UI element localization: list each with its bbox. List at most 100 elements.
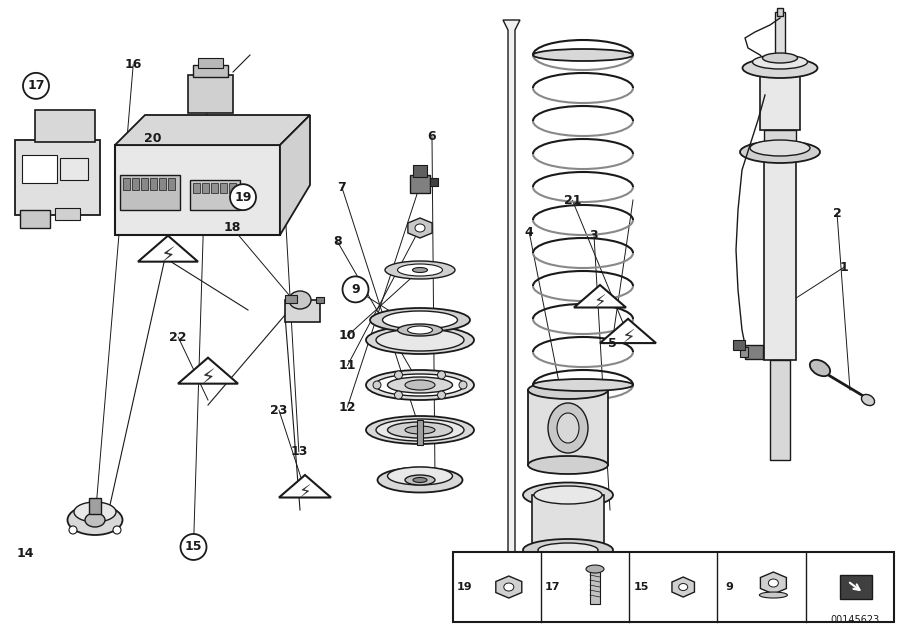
Ellipse shape xyxy=(68,505,122,535)
Bar xyxy=(229,183,236,193)
Bar xyxy=(202,183,209,193)
Circle shape xyxy=(23,73,49,99)
Ellipse shape xyxy=(412,268,427,272)
Polygon shape xyxy=(760,572,787,594)
Polygon shape xyxy=(600,319,656,343)
Ellipse shape xyxy=(366,416,474,444)
Bar xyxy=(764,130,796,145)
Text: 00145623: 00145623 xyxy=(831,615,880,625)
Polygon shape xyxy=(503,20,520,610)
Bar xyxy=(89,498,101,514)
Ellipse shape xyxy=(405,426,435,434)
Bar xyxy=(285,295,297,303)
Text: 16: 16 xyxy=(124,59,142,71)
Polygon shape xyxy=(408,218,432,238)
Bar xyxy=(123,178,130,190)
Text: 19: 19 xyxy=(457,582,472,592)
Text: 15: 15 xyxy=(184,541,202,553)
Ellipse shape xyxy=(534,486,602,504)
Text: ⚡: ⚡ xyxy=(201,368,215,388)
Bar xyxy=(115,145,280,235)
Ellipse shape xyxy=(750,140,810,156)
Bar xyxy=(740,347,748,357)
Bar xyxy=(141,178,148,190)
Bar xyxy=(777,8,783,16)
Bar xyxy=(22,155,57,183)
Ellipse shape xyxy=(85,513,105,527)
Bar xyxy=(168,178,175,190)
Ellipse shape xyxy=(366,326,474,354)
Ellipse shape xyxy=(533,379,633,391)
Ellipse shape xyxy=(375,374,465,396)
Ellipse shape xyxy=(388,467,453,485)
Ellipse shape xyxy=(538,543,598,557)
Bar xyxy=(211,183,218,193)
Text: 6: 6 xyxy=(428,130,436,143)
Text: 17: 17 xyxy=(27,80,45,92)
Ellipse shape xyxy=(533,49,633,61)
Text: 11: 11 xyxy=(338,359,356,372)
Circle shape xyxy=(181,534,206,560)
Bar xyxy=(20,210,50,228)
Bar xyxy=(150,178,157,190)
Ellipse shape xyxy=(398,264,443,276)
Bar xyxy=(193,65,228,77)
Text: 15: 15 xyxy=(634,582,649,592)
Text: 14: 14 xyxy=(16,547,34,560)
Circle shape xyxy=(394,391,402,399)
Text: 23: 23 xyxy=(270,404,288,417)
Ellipse shape xyxy=(861,394,875,406)
Ellipse shape xyxy=(405,475,435,485)
Ellipse shape xyxy=(377,467,463,492)
Ellipse shape xyxy=(408,326,433,334)
Ellipse shape xyxy=(523,483,613,508)
Bar xyxy=(159,178,166,190)
Ellipse shape xyxy=(74,502,116,522)
Bar xyxy=(528,390,608,465)
Ellipse shape xyxy=(376,329,464,351)
Ellipse shape xyxy=(557,413,579,443)
Circle shape xyxy=(394,371,402,379)
Ellipse shape xyxy=(405,380,435,390)
Polygon shape xyxy=(672,577,695,597)
Ellipse shape xyxy=(760,592,788,598)
Ellipse shape xyxy=(528,456,608,474)
Ellipse shape xyxy=(679,583,688,591)
Bar xyxy=(770,360,790,460)
Text: 17: 17 xyxy=(545,582,561,592)
Bar xyxy=(60,158,88,180)
Ellipse shape xyxy=(752,55,807,69)
Text: ⚡: ⚡ xyxy=(299,484,311,502)
Text: ⚡: ⚡ xyxy=(594,294,607,312)
Ellipse shape xyxy=(769,579,778,587)
Ellipse shape xyxy=(810,360,830,376)
Circle shape xyxy=(230,184,256,210)
Text: 2: 2 xyxy=(832,207,842,219)
Circle shape xyxy=(459,381,467,389)
Text: 12: 12 xyxy=(338,401,356,413)
Ellipse shape xyxy=(388,377,453,393)
Bar xyxy=(193,183,200,193)
Circle shape xyxy=(343,277,368,302)
Text: 3: 3 xyxy=(590,229,598,242)
Bar xyxy=(285,300,320,322)
Circle shape xyxy=(437,371,446,379)
Polygon shape xyxy=(178,357,238,384)
Bar xyxy=(532,495,604,550)
Ellipse shape xyxy=(504,583,514,591)
Ellipse shape xyxy=(388,422,453,438)
Bar xyxy=(198,58,223,68)
Bar xyxy=(220,183,227,193)
Ellipse shape xyxy=(528,381,608,399)
Bar xyxy=(120,175,180,210)
Text: 13: 13 xyxy=(290,445,308,458)
Circle shape xyxy=(437,391,446,399)
Text: 4: 4 xyxy=(525,226,534,238)
Bar xyxy=(35,110,95,142)
Ellipse shape xyxy=(742,58,817,78)
Text: 20: 20 xyxy=(144,132,162,145)
Bar xyxy=(453,552,894,622)
Text: ⚡: ⚡ xyxy=(161,246,176,266)
Ellipse shape xyxy=(382,311,457,329)
Text: 10: 10 xyxy=(338,329,356,342)
